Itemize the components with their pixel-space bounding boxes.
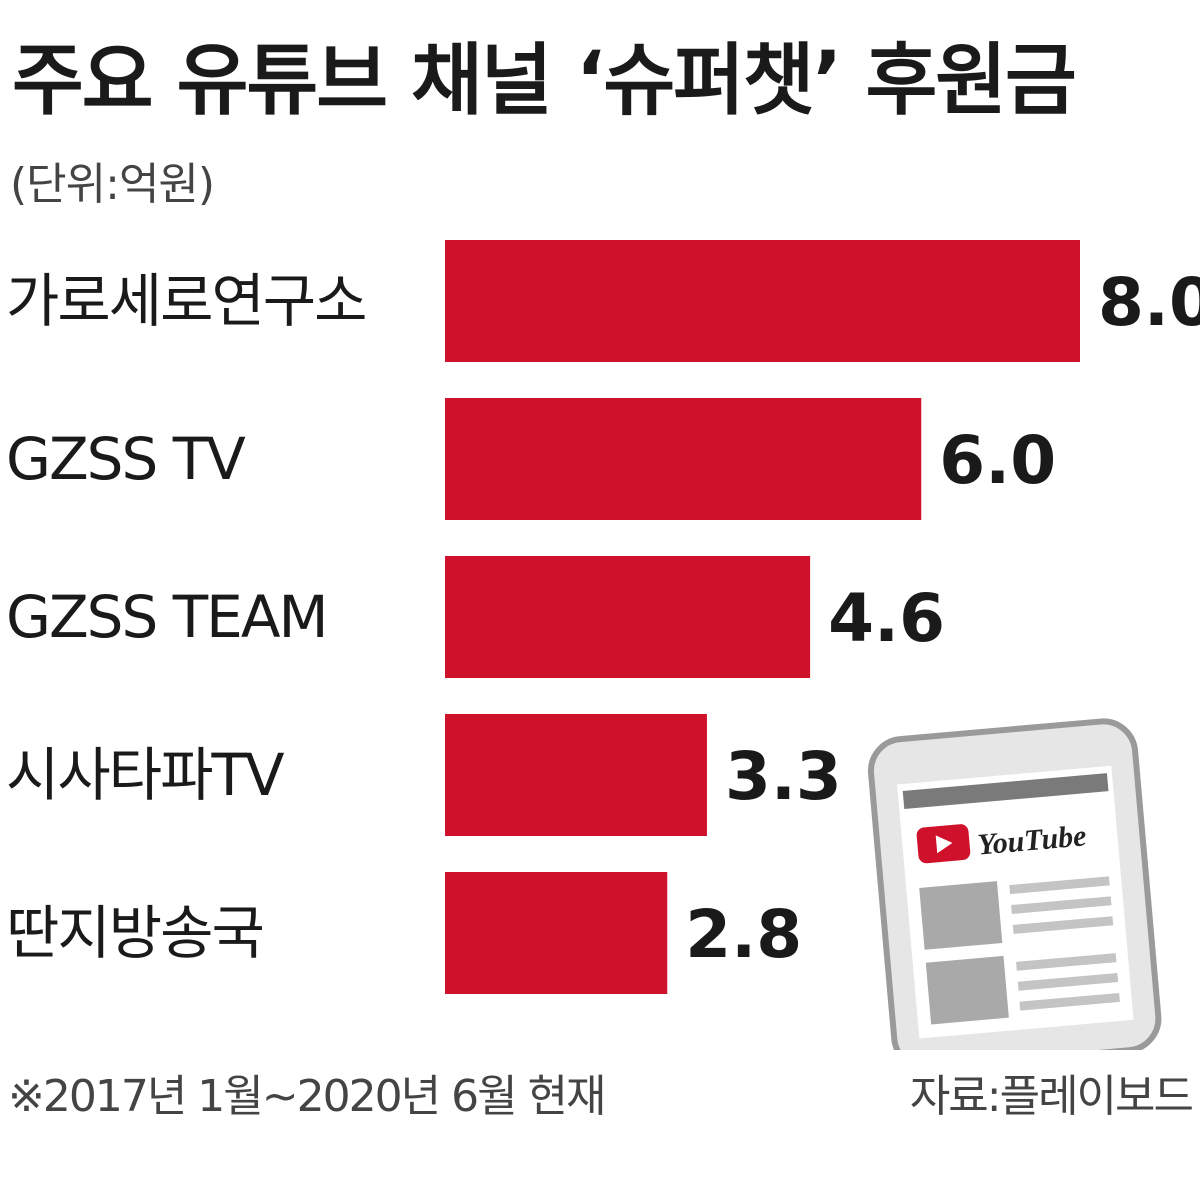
footnote: ※2017년 1월~2020년 6월 현재 (8, 1071, 607, 1122)
bar (445, 398, 922, 520)
bar-chart: 가로세로연구소 8.0 GZSS TV 6.0 GZSS TEAM 4.6 시사타파TV 3.… (6, 240, 1200, 1050)
value-label: 4.6 (828, 580, 945, 657)
unit-label: (단위:억원) (10, 159, 215, 210)
bar (445, 240, 1080, 362)
value-label: 6.0 (939, 422, 1056, 499)
category-label: 가로세로연구소 (6, 267, 366, 335)
bar (445, 714, 707, 836)
source-label: 자료:플레이보드 (909, 1071, 1194, 1122)
value-label: 2.8 (685, 896, 802, 973)
value-label: 8.0 (1098, 264, 1200, 341)
chart-title: 주요 유튜브 채널 ‘슈퍼챗’ 후원금 (12, 36, 1077, 126)
value-label: 3.3 (725, 738, 842, 815)
bar (445, 872, 668, 994)
smartphone-youtube-icon: YouTube (867, 718, 1162, 1050)
category-label: 시사타파TV (6, 741, 285, 809)
bar (445, 556, 811, 678)
category-label: GZSS TV (6, 425, 246, 493)
category-label: 딴지방송국 (6, 899, 263, 967)
category-label: GZSS TEAM (6, 583, 327, 651)
